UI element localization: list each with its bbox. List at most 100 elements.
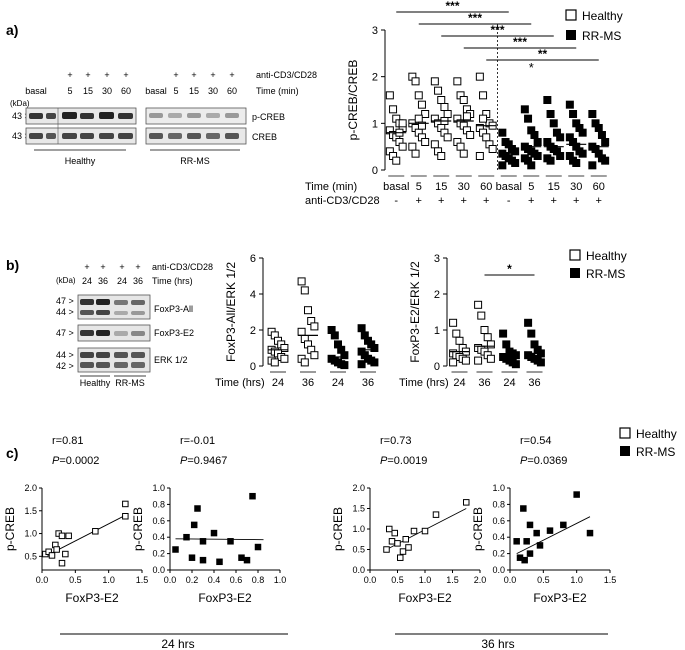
x-tick-label: 24 — [272, 377, 284, 389]
data-point — [297, 277, 306, 286]
x-tick-label: 24 — [453, 377, 465, 389]
blot-plus: + — [229, 70, 234, 80]
significance-label: *** — [445, 0, 459, 13]
blot-lane-label: 5 — [173, 86, 178, 96]
y-tick-label: 0.0 — [352, 565, 365, 575]
data-point — [254, 543, 262, 551]
stim-indicator: + — [438, 195, 444, 207]
blot-bands — [80, 299, 145, 368]
x-tick-label: 30 — [458, 181, 470, 193]
blot-plus: + — [191, 70, 196, 80]
y-tick-label: 2 — [372, 72, 378, 84]
data-point — [249, 492, 256, 500]
y-tick-label: 0.6 — [152, 516, 165, 526]
blot-marker: 43 > — [12, 131, 30, 141]
data-point — [210, 529, 218, 537]
y-tick-label: 1.0 — [24, 529, 37, 539]
data-point — [565, 100, 574, 109]
blot-plus: + — [173, 70, 178, 80]
data-point — [357, 324, 366, 333]
data-point — [543, 96, 552, 104]
y-tick-label: 0.6 — [492, 516, 505, 526]
legend-rrms-label: RR-MS — [582, 29, 621, 43]
x-tick-label: 1.5 — [604, 575, 617, 585]
data-point — [432, 511, 440, 518]
stim-indicator: - — [507, 195, 511, 207]
data-point — [462, 112, 471, 121]
x-tick-label: 30 — [570, 181, 582, 193]
blot-plus: + — [104, 70, 109, 80]
stim-indicator: + — [551, 195, 557, 207]
blot-lane-label: 30 — [208, 86, 218, 96]
blot-time-label: Time (min) — [256, 86, 299, 96]
data-point — [578, 149, 587, 158]
stat-p: P=0.0019 — [380, 455, 427, 467]
data-point — [411, 149, 420, 158]
legend-rrms-swatch — [566, 30, 576, 40]
blot-plus: + — [119, 262, 124, 272]
blot-lane-label: 24 — [82, 276, 92, 286]
data-point — [479, 91, 488, 100]
data-point — [389, 105, 398, 114]
y-tick-label: 0.5 — [24, 551, 37, 561]
stat-p: P=0.0369 — [520, 455, 567, 467]
data-point — [53, 546, 60, 553]
blot-marker: 44 > — [56, 307, 74, 317]
stim-indicator: + — [461, 195, 467, 207]
data-point — [270, 358, 279, 367]
blot-stim-label: anti-CD3/CD28 — [256, 70, 317, 80]
data-point — [194, 505, 201, 512]
data-point — [463, 499, 470, 506]
y-tick-label: 3 — [372, 25, 378, 37]
data-point — [556, 133, 565, 142]
data-point — [533, 152, 542, 160]
data-point — [437, 96, 446, 104]
blot-group-label: RR-MS — [115, 378, 145, 388]
data-point — [62, 550, 69, 558]
y-tick-label: 1.5 — [24, 506, 37, 516]
x-tick-label: 36 — [528, 377, 540, 389]
western-blot-a: + + + + + + + + anti-CD3/CD28 basal 5 15… — [10, 70, 317, 166]
data-point — [498, 128, 507, 137]
data-point — [388, 538, 396, 545]
data-point — [486, 354, 495, 363]
data-point — [483, 333, 492, 342]
legend-healthy-swatch — [619, 427, 631, 439]
significance-label: *** — [513, 35, 527, 49]
data-point — [398, 119, 407, 128]
y-tick-label: 2.0 — [352, 483, 365, 493]
x-tick-label: 0.5 — [537, 575, 550, 585]
data-point — [513, 538, 520, 545]
significance-label: ** — [538, 47, 548, 61]
y-tick-label: 1 — [372, 118, 378, 130]
blot-time-label: Time (hrs) — [152, 276, 193, 286]
blot-plus: + — [85, 70, 90, 80]
data-point — [386, 525, 393, 533]
x-tick-label: 0.6 — [230, 575, 243, 585]
data-point — [183, 533, 190, 541]
x-tick-label: 1.5 — [136, 575, 149, 585]
data-point — [417, 121, 426, 130]
x-tick-label: 60 — [593, 181, 605, 193]
data-point — [397, 554, 404, 561]
stim-indicator: - — [394, 195, 398, 207]
x-axis-title-2: anti-CD3/CD28 — [305, 195, 380, 207]
blot-kda-label: (kDa) — [10, 99, 30, 108]
group-label-36hrs: 36 hrs — [481, 637, 514, 650]
stat-r: r=0.54 — [520, 435, 552, 447]
data-point — [578, 128, 587, 137]
data-point — [330, 331, 339, 340]
stat-p: P=0.0002 — [52, 455, 99, 467]
x-tick-label: 5 — [416, 181, 422, 193]
chart-pcreb-creb: 0 1 2 3 p-CREB/CREB basal - 5 +15 +30 +60 + basal - 5 +… — [305, 0, 610, 207]
blot-strip-erk — [77, 347, 151, 373]
legend-rrms-swatch — [620, 446, 630, 456]
data-point — [524, 318, 533, 327]
data-point — [58, 532, 66, 540]
panel-label-a: a) — [6, 22, 18, 38]
data-point — [523, 538, 530, 545]
data-point — [594, 124, 603, 132]
x-tick-label: 0.8 — [252, 575, 265, 585]
y-axis-label: p-CREB — [331, 507, 345, 551]
